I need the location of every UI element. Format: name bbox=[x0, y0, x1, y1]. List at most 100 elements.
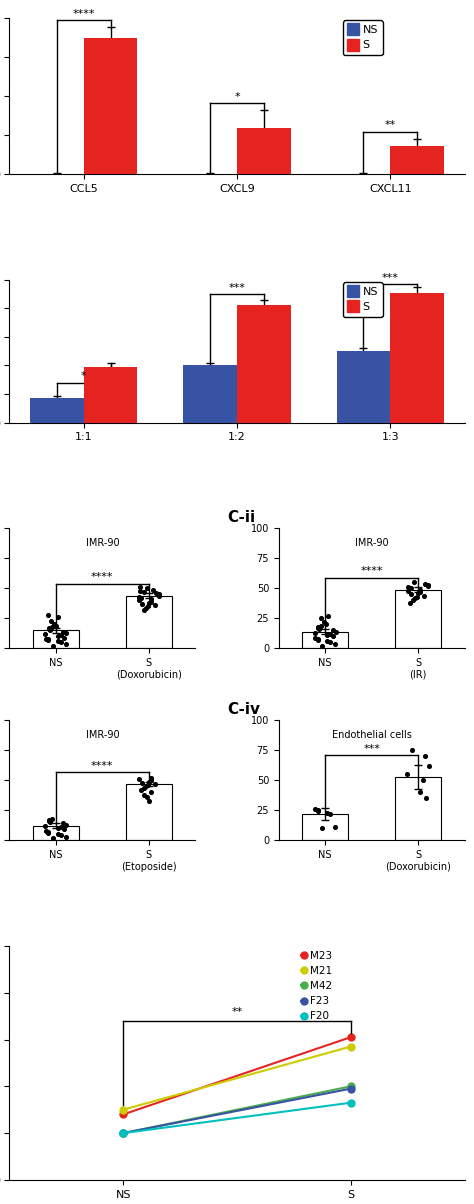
M42 bbox=[120, 1126, 126, 1140]
Point bbox=[49, 636, 57, 655]
Text: IMR-90: IMR-90 bbox=[85, 730, 119, 739]
Point bbox=[324, 607, 331, 626]
Point bbox=[60, 820, 68, 839]
Point bbox=[421, 574, 429, 594]
Point bbox=[413, 588, 421, 607]
Point bbox=[46, 621, 53, 641]
Bar bbox=[84, 39, 137, 175]
Point bbox=[327, 632, 334, 651]
Point bbox=[324, 803, 331, 822]
Point bbox=[311, 799, 319, 819]
Legend: M23, M21, M42, F23, F20: M23, M21, M42, F23, F20 bbox=[297, 946, 337, 1026]
Point bbox=[422, 746, 429, 766]
Point bbox=[144, 775, 152, 795]
Point bbox=[410, 573, 418, 592]
Point bbox=[62, 827, 70, 846]
Point bbox=[319, 819, 326, 838]
Text: ***: *** bbox=[228, 283, 246, 293]
M23 bbox=[348, 1029, 354, 1044]
Point bbox=[53, 616, 60, 636]
Line: M21: M21 bbox=[120, 1043, 354, 1114]
M21 bbox=[348, 1039, 354, 1054]
Point bbox=[324, 631, 331, 650]
Point bbox=[146, 594, 153, 613]
Bar bbox=[84, 367, 137, 423]
Point bbox=[331, 633, 339, 653]
Point bbox=[314, 801, 321, 820]
M42 bbox=[348, 1079, 354, 1093]
Bar bbox=[302, 814, 348, 840]
Point bbox=[311, 624, 319, 643]
Point bbox=[41, 816, 49, 836]
F23 bbox=[120, 1126, 126, 1140]
Text: ****: **** bbox=[91, 572, 114, 583]
Point bbox=[55, 631, 62, 650]
Point bbox=[60, 622, 67, 642]
Line: F23: F23 bbox=[120, 1085, 354, 1137]
Point bbox=[314, 630, 321, 649]
Point bbox=[142, 598, 150, 618]
Text: ****: **** bbox=[360, 566, 383, 577]
Bar bbox=[237, 128, 291, 175]
Point bbox=[41, 624, 49, 643]
Text: C-ii: C-ii bbox=[227, 510, 255, 525]
Point bbox=[324, 625, 331, 644]
Line: M23: M23 bbox=[120, 1034, 354, 1117]
Point bbox=[138, 773, 146, 792]
Point bbox=[55, 626, 62, 645]
Point bbox=[42, 821, 50, 840]
Point bbox=[62, 633, 70, 653]
Point bbox=[137, 780, 145, 799]
Point bbox=[155, 586, 163, 606]
Text: ***: *** bbox=[363, 744, 380, 754]
Bar bbox=[33, 631, 79, 648]
Point bbox=[45, 630, 52, 649]
Point bbox=[405, 578, 412, 597]
Point bbox=[151, 596, 159, 615]
Point bbox=[329, 626, 337, 645]
Point bbox=[319, 636, 326, 655]
Point bbox=[138, 595, 146, 614]
Point bbox=[55, 825, 62, 844]
Point bbox=[406, 594, 414, 613]
Point bbox=[137, 578, 144, 597]
Legend: NS, S: NS, S bbox=[343, 20, 383, 55]
Point bbox=[135, 591, 143, 610]
F23 bbox=[348, 1081, 354, 1096]
Point bbox=[63, 815, 70, 834]
Point bbox=[57, 625, 64, 644]
Point bbox=[425, 756, 432, 775]
Point bbox=[146, 791, 153, 810]
Point bbox=[332, 622, 339, 642]
M21 bbox=[120, 1103, 126, 1117]
Point bbox=[48, 809, 55, 828]
Point bbox=[57, 826, 65, 845]
Point bbox=[152, 584, 159, 603]
Point bbox=[45, 822, 52, 842]
Bar bbox=[395, 777, 441, 840]
Point bbox=[45, 811, 53, 831]
Point bbox=[135, 588, 143, 607]
Bar bbox=[302, 632, 348, 648]
Point bbox=[415, 584, 422, 603]
Point bbox=[57, 632, 65, 651]
Point bbox=[317, 616, 325, 636]
Text: IMR-90: IMR-90 bbox=[355, 538, 389, 548]
Point bbox=[55, 819, 62, 838]
Text: *: * bbox=[81, 371, 87, 382]
Point bbox=[408, 740, 416, 760]
Text: ****: **** bbox=[73, 8, 95, 19]
Point bbox=[63, 624, 70, 643]
Text: ***: *** bbox=[382, 272, 399, 283]
Point bbox=[147, 768, 155, 787]
Point bbox=[155, 585, 163, 604]
Point bbox=[45, 810, 53, 830]
Point bbox=[422, 789, 430, 808]
Legend: NS, S: NS, S bbox=[343, 283, 383, 317]
Text: ****: **** bbox=[91, 761, 114, 771]
Point bbox=[315, 620, 323, 639]
Point bbox=[311, 627, 319, 647]
Point bbox=[49, 828, 57, 848]
Point bbox=[45, 628, 52, 648]
Point bbox=[314, 618, 322, 637]
